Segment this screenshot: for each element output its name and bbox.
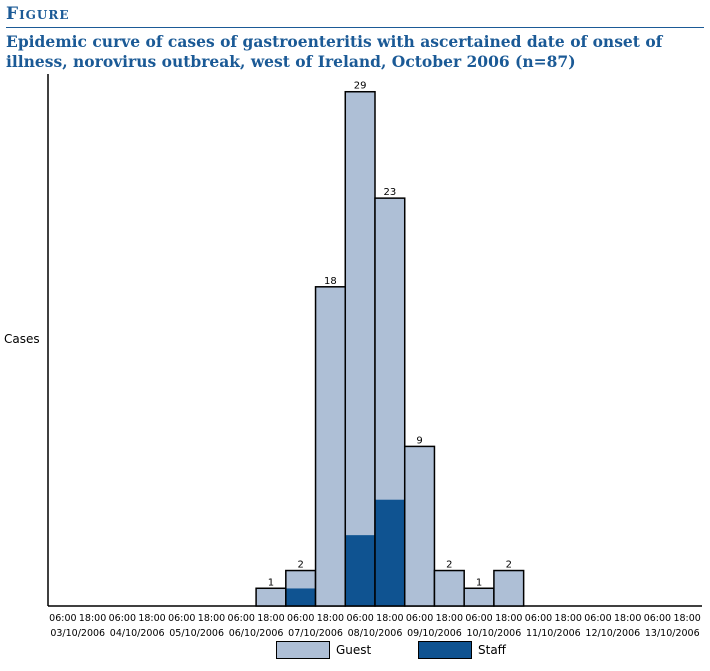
legend: Guest Staff — [0, 641, 710, 663]
x-tick-time-14: 06:00 — [465, 613, 492, 624]
bar-guest-7 — [256, 588, 286, 606]
x-tick-date-5: 08/10/2006 — [348, 628, 403, 639]
bar-guest-12 — [404, 446, 435, 606]
bar-staff-11 — [375, 499, 405, 606]
x-tick-time-7: 18:00 — [257, 613, 284, 624]
legend-swatch-staff — [418, 641, 472, 659]
x-tick-time-16: 06:00 — [525, 613, 552, 624]
bar-guest-9 — [315, 286, 346, 606]
bar-guest-8 — [285, 570, 316, 589]
data-label-11: 23 — [383, 187, 396, 198]
x-tick-time-5: 18:00 — [198, 613, 225, 624]
x-tick-time-10: 06:00 — [346, 613, 373, 624]
x-tick-time-2: 06:00 — [109, 613, 136, 624]
x-tick-date-6: 09/10/2006 — [407, 628, 462, 639]
legend-item-guest: Guest — [276, 641, 371, 659]
data-label-9: 18 — [324, 276, 337, 287]
bar-guest-10 — [345, 91, 375, 536]
x-tick-date-2: 05/10/2006 — [169, 628, 224, 639]
header-rule — [6, 27, 704, 28]
bar-outline-15 — [493, 569, 525, 607]
data-label-12: 9 — [416, 435, 422, 446]
bar-staff-8 — [285, 588, 316, 606]
data-label-10: 29 — [354, 81, 367, 92]
legend-label-staff: Staff — [478, 643, 506, 657]
x-tick-time-4: 06:00 — [168, 613, 195, 624]
bar-outline-12 — [403, 445, 436, 607]
x-tick-time-11: 18:00 — [376, 613, 403, 624]
legend-label-guest: Guest — [336, 643, 372, 657]
x-tick-time-3: 18:00 — [138, 613, 165, 624]
x-tick-time-20: 06:00 — [644, 613, 671, 624]
x-tick-time-19: 18:00 — [614, 613, 641, 624]
data-label-13: 2 — [446, 560, 452, 571]
x-tick-time-18: 06:00 — [584, 613, 611, 624]
x-tick-time-12: 06:00 — [406, 613, 433, 624]
x-tick-date-3: 06/10/2006 — [229, 628, 284, 639]
x-tick-time-9: 18:00 — [317, 613, 344, 624]
bar-guest-15 — [493, 570, 524, 606]
legend-item-staff: Staff — [418, 641, 506, 659]
x-tick-date-10: 13/10/2006 — [645, 628, 700, 639]
legend-swatch-guest — [276, 641, 330, 659]
chart-title: Epidemic curve of cases of gastroenterit… — [6, 32, 663, 71]
x-tick-date-7: 10/10/2006 — [467, 628, 522, 639]
data-label-7: 1 — [268, 577, 274, 588]
data-label-14: 1 — [476, 577, 482, 588]
bar-outline-11 — [374, 197, 406, 607]
bar-staff-10 — [345, 535, 375, 606]
y-axis-label: Cases — [4, 332, 40, 346]
figure-label: Figure — [6, 4, 70, 24]
x-tick-date-1: 04/10/2006 — [110, 628, 165, 639]
data-label-15: 2 — [506, 560, 512, 571]
x-tick-time-17: 18:00 — [555, 613, 582, 624]
data-label-8: 2 — [297, 560, 303, 571]
x-tick-time-15: 18:00 — [495, 613, 522, 624]
x-tick-time-21: 18:00 — [673, 613, 700, 624]
x-tick-date-0: 03/10/2006 — [50, 628, 105, 639]
x-tick-date-4: 07/10/2006 — [288, 628, 343, 639]
x-tick-time-0: 06:00 — [49, 613, 76, 624]
x-tick-time-13: 18:00 — [436, 613, 463, 624]
x-tick-date-8: 11/10/2006 — [526, 628, 581, 639]
x-tick-time-6: 06:00 — [228, 613, 255, 624]
bar-guest-14 — [464, 588, 494, 606]
bar-guest-13 — [434, 570, 465, 606]
x-tick-date-9: 12/10/2006 — [585, 628, 640, 639]
x-tick-time-1: 18:00 — [79, 613, 106, 624]
bar-guest-11 — [375, 198, 405, 500]
x-tick-time-8: 06:00 — [287, 613, 314, 624]
